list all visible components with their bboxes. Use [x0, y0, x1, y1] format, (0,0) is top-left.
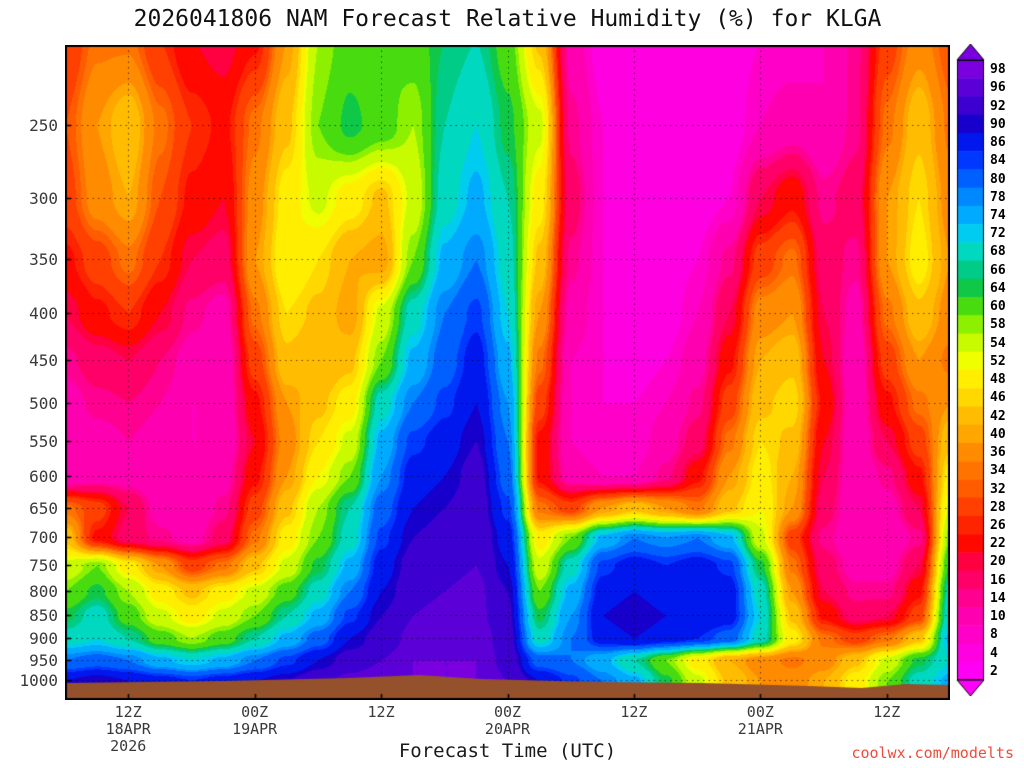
x-tick-line: 12Z: [620, 703, 648, 721]
colorbar-tick-label: 60: [990, 299, 1006, 315]
y-axis-tick-label: 950: [29, 650, 58, 670]
y-axis-tick-label: 300: [29, 188, 58, 208]
x-axis-tick-label: 00Z 20APR: [463, 704, 553, 738]
colorbar-tick-label: 58: [990, 317, 1006, 333]
y-axis-tick-label: 900: [29, 629, 58, 649]
colorbar-tick-label: 64: [990, 280, 1006, 296]
watermark-text: coolwx.com/modelts: [851, 744, 1014, 762]
x-tick-line: 2026: [110, 737, 147, 755]
y-axis-tick-label: 450: [29, 351, 58, 371]
y-axis-tick-label: 750: [29, 556, 58, 576]
x-tick-line: 00Z: [493, 703, 522, 721]
colorbar-tick-label: 26: [990, 518, 1006, 533]
x-tick-line: 19APR: [232, 720, 278, 738]
colorbar-tick-label: 92: [990, 98, 1006, 114]
colorbar-tick-label: 72: [990, 226, 1006, 242]
x-axis-tick-label: 12Z: [589, 704, 679, 721]
colorbar-tick-label: 36: [990, 445, 1006, 461]
colorbar-tick-label: 40: [990, 426, 1006, 442]
y-axis-tick-label: 500: [29, 393, 58, 413]
y-axis-tick-label: 700: [29, 528, 58, 548]
colorbar-tick-label: 80: [990, 171, 1006, 187]
colorbar-tick-label: 22: [990, 536, 1006, 552]
colorbar-tick-label: 20: [990, 554, 1006, 570]
x-axis-tick-label: 12Z 18APR 2026: [83, 704, 173, 755]
y-axis-tick-label: 400: [29, 304, 58, 324]
colorbar-tick-label: 28: [990, 499, 1006, 515]
chart-title: 2026041806 NAM Forecast Relative Humidit…: [133, 6, 882, 32]
y-axis-tick-label: 600: [29, 466, 58, 486]
y-axis-tick-label: 650: [29, 498, 58, 518]
colorbar-tick-label: 10: [990, 609, 1006, 625]
x-tick-line: 12Z: [873, 703, 901, 721]
y-axis-tick-label: 550: [29, 431, 58, 451]
colorbar-tick-label: 66: [990, 262, 1006, 278]
x-tick-line: 12Z: [114, 703, 142, 721]
x-tick-line: 12Z: [367, 703, 395, 721]
y-axis-tick-label: 1000: [19, 671, 58, 691]
colorbar-tick-label: 54: [990, 335, 1006, 351]
colorbar-tick-label: 52: [990, 353, 1006, 369]
x-axis-tick-label: 00Z 21APR: [715, 704, 805, 738]
y-axis-tick-label: 850: [29, 606, 58, 626]
colorbar-tick-label: 68: [990, 244, 1006, 260]
colorbar-tick-label: 84: [990, 153, 1006, 169]
colorbar-tick-label: 78: [990, 189, 1006, 205]
colorbar-tick-label: 46: [990, 390, 1006, 406]
y-axis-tick-label: 250: [29, 115, 58, 135]
colorbar-tick-label: 16: [990, 572, 1006, 588]
colorbar-tick-label: 4: [990, 645, 998, 661]
colorbar-tick-label: 90: [990, 116, 1006, 132]
x-axis-tick-label: 00Z 19APR: [210, 704, 300, 738]
x-tick-line: 00Z: [241, 703, 269, 721]
plot-canvas: [65, 45, 950, 700]
colorbar-tick-label: 48: [990, 372, 1006, 388]
colorbar-tick-label: 2: [990, 663, 998, 679]
x-axis-tick-label: 12Z: [336, 704, 426, 721]
x-axis-title: Forecast Time (UTC): [398, 740, 617, 762]
y-axis-tick-label: 800: [29, 581, 58, 601]
colorbar-tick-label: 14: [990, 590, 1006, 606]
x-tick-line: 21APR: [737, 720, 783, 738]
colorbar-tick-label: 98: [990, 62, 1006, 78]
colorbar-tick-label: 86: [990, 135, 1006, 151]
colorbar-tick-label: 42: [990, 408, 1006, 424]
colorbar-tick-label: 8: [990, 627, 998, 643]
colorbar-canvas: [956, 44, 986, 696]
colorbar-tick-label: 74: [990, 208, 1006, 223]
x-tick-line: 18APR: [105, 720, 151, 738]
x-tick-line: 20APR: [484, 720, 531, 738]
colorbar-tick-label: 32: [990, 481, 1006, 497]
y-axis-tick-label: 350: [29, 250, 58, 270]
x-tick-line: 00Z: [746, 703, 774, 721]
colorbar-tick-label: 96: [990, 80, 1006, 96]
colorbar-tick-label: 34: [990, 463, 1006, 479]
x-axis-tick-label: 12Z: [842, 704, 932, 721]
